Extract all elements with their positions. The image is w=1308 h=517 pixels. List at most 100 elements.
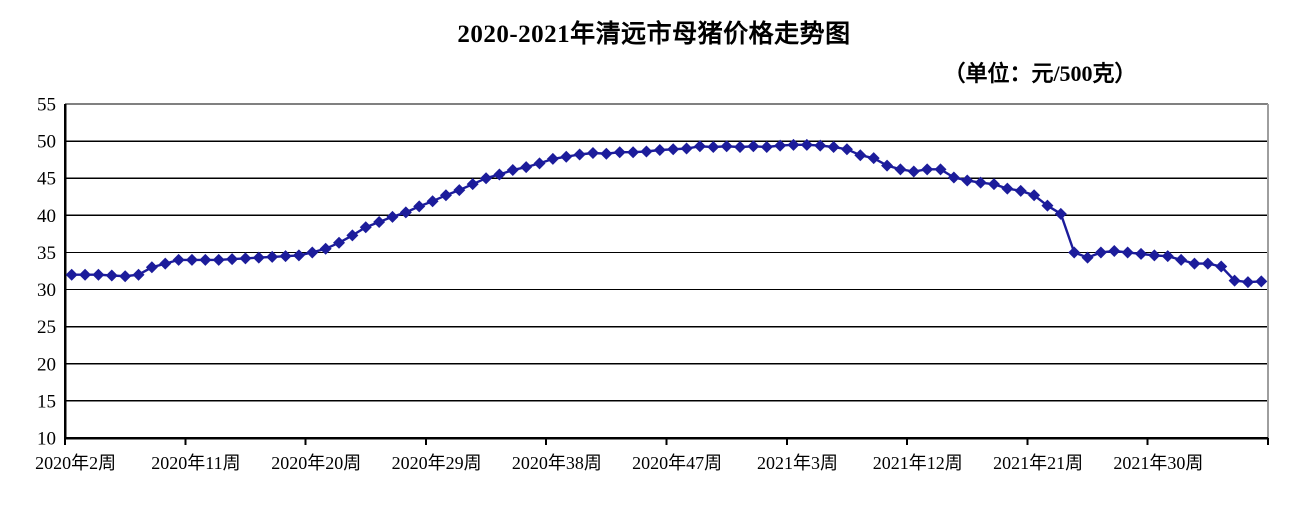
x-axis-label: 2021年3周 (757, 453, 838, 473)
data-point-marker (720, 140, 733, 153)
data-point-marker (907, 165, 920, 178)
data-point-marker (881, 159, 894, 172)
data-point-marker (693, 140, 706, 153)
data-point-marker (226, 253, 239, 266)
data-point-marker (1135, 247, 1148, 260)
x-axis-label: 2020年38周 (512, 453, 602, 473)
data-point-marker (145, 261, 158, 274)
data-point-marker (653, 144, 666, 157)
data-point-marker (627, 146, 640, 159)
data-point-marker (1121, 246, 1134, 259)
data-point-marker (1201, 257, 1214, 270)
y-axis-label: 55 (37, 95, 56, 116)
data-point-marker (800, 138, 813, 151)
data-point-marker (1081, 251, 1094, 264)
data-point-marker (1188, 257, 1201, 270)
y-axis-label: 40 (37, 206, 56, 227)
data-point-marker (132, 268, 145, 281)
y-axis-label: 35 (37, 243, 56, 264)
data-point-marker (439, 189, 452, 202)
data-point-marker (961, 174, 974, 187)
data-point-marker (346, 229, 359, 242)
data-point-marker (1241, 276, 1254, 289)
y-axis-label: 25 (37, 317, 56, 338)
data-point-marker (894, 163, 907, 176)
data-point-marker (533, 157, 546, 170)
x-axis-label: 2021年30周 (1113, 453, 1203, 473)
data-point-marker (426, 195, 439, 208)
data-point-marker (1001, 182, 1014, 195)
data-point-marker (453, 184, 466, 197)
data-point-marker (747, 140, 760, 153)
data-point-marker (65, 268, 78, 281)
x-axis-label: 2020年2周 (35, 453, 116, 473)
data-point-marker (252, 251, 265, 264)
unit-label: （单位：元/500克） (943, 61, 1137, 86)
data-point-marker (319, 242, 332, 255)
chart-title: 2020-2021年清远市母猪价格走势图 (457, 21, 851, 48)
data-point-marker (520, 161, 533, 174)
data-point-marker (333, 236, 346, 249)
data-point-marker (667, 143, 680, 156)
data-point-marker (119, 270, 132, 283)
data-point-marker (79, 268, 92, 281)
data-point-marker (199, 253, 212, 266)
data-point-marker (373, 216, 386, 229)
data-point-marker (1094, 246, 1107, 259)
data-point-marker (814, 139, 827, 152)
x-axis-label: 2020年11周 (151, 453, 240, 473)
data-point-marker (640, 145, 653, 158)
data-point-marker (1041, 199, 1054, 212)
data-point-marker (1215, 260, 1228, 273)
y-axis-label: 30 (37, 280, 56, 301)
series-line (71, 143, 1262, 284)
data-point-marker (279, 250, 292, 263)
data-point-marker (560, 150, 573, 163)
data-point-marker (399, 206, 412, 219)
data-point-marker (493, 168, 506, 181)
data-point-marker (1014, 184, 1027, 197)
data-point-marker (1108, 244, 1121, 257)
x-axis-label: 2020年20周 (271, 453, 361, 473)
data-point-marker (947, 171, 960, 184)
data-point-marker (185, 253, 198, 266)
data-point-marker (292, 249, 305, 262)
x-axis-label: 2021年12周 (873, 453, 963, 473)
y-axis-label: 20 (37, 354, 56, 375)
data-point-marker (306, 246, 319, 259)
x-axis-label: 2021年21周 (993, 453, 1083, 473)
data-point-marker (921, 163, 934, 176)
data-point-marker (827, 141, 840, 154)
data-point-marker (707, 141, 720, 154)
y-axis-label: 15 (37, 391, 56, 412)
data-point-marker (105, 269, 118, 282)
data-point-marker (466, 178, 479, 191)
data-point-marker (212, 253, 225, 266)
data-point-marker (1028, 189, 1041, 202)
data-point-marker (413, 200, 426, 213)
data-point-marker (172, 253, 185, 266)
y-axis-label: 45 (37, 169, 56, 190)
data-point-marker (1054, 207, 1067, 220)
data-point-marker (1228, 274, 1241, 287)
data-point-marker (760, 141, 773, 154)
x-axis-label: 2020年29周 (392, 453, 482, 473)
data-point-marker (680, 142, 693, 155)
data-point-marker (600, 147, 613, 160)
x-axis-label: 2020年47周 (632, 453, 722, 473)
data-point-marker (546, 152, 559, 165)
data-point-marker (787, 138, 800, 151)
data-point-marker (613, 146, 626, 159)
data-point-marker (359, 221, 372, 234)
data-point-marker (92, 268, 105, 281)
data-point-marker (974, 176, 987, 189)
data-point-marker (1068, 246, 1081, 259)
data-point-marker (573, 148, 586, 161)
data-point-marker (506, 164, 519, 177)
data-point-marker (840, 143, 853, 156)
data-point-marker (734, 141, 747, 154)
data-point-marker (1255, 275, 1268, 288)
data-point-marker (266, 250, 279, 263)
